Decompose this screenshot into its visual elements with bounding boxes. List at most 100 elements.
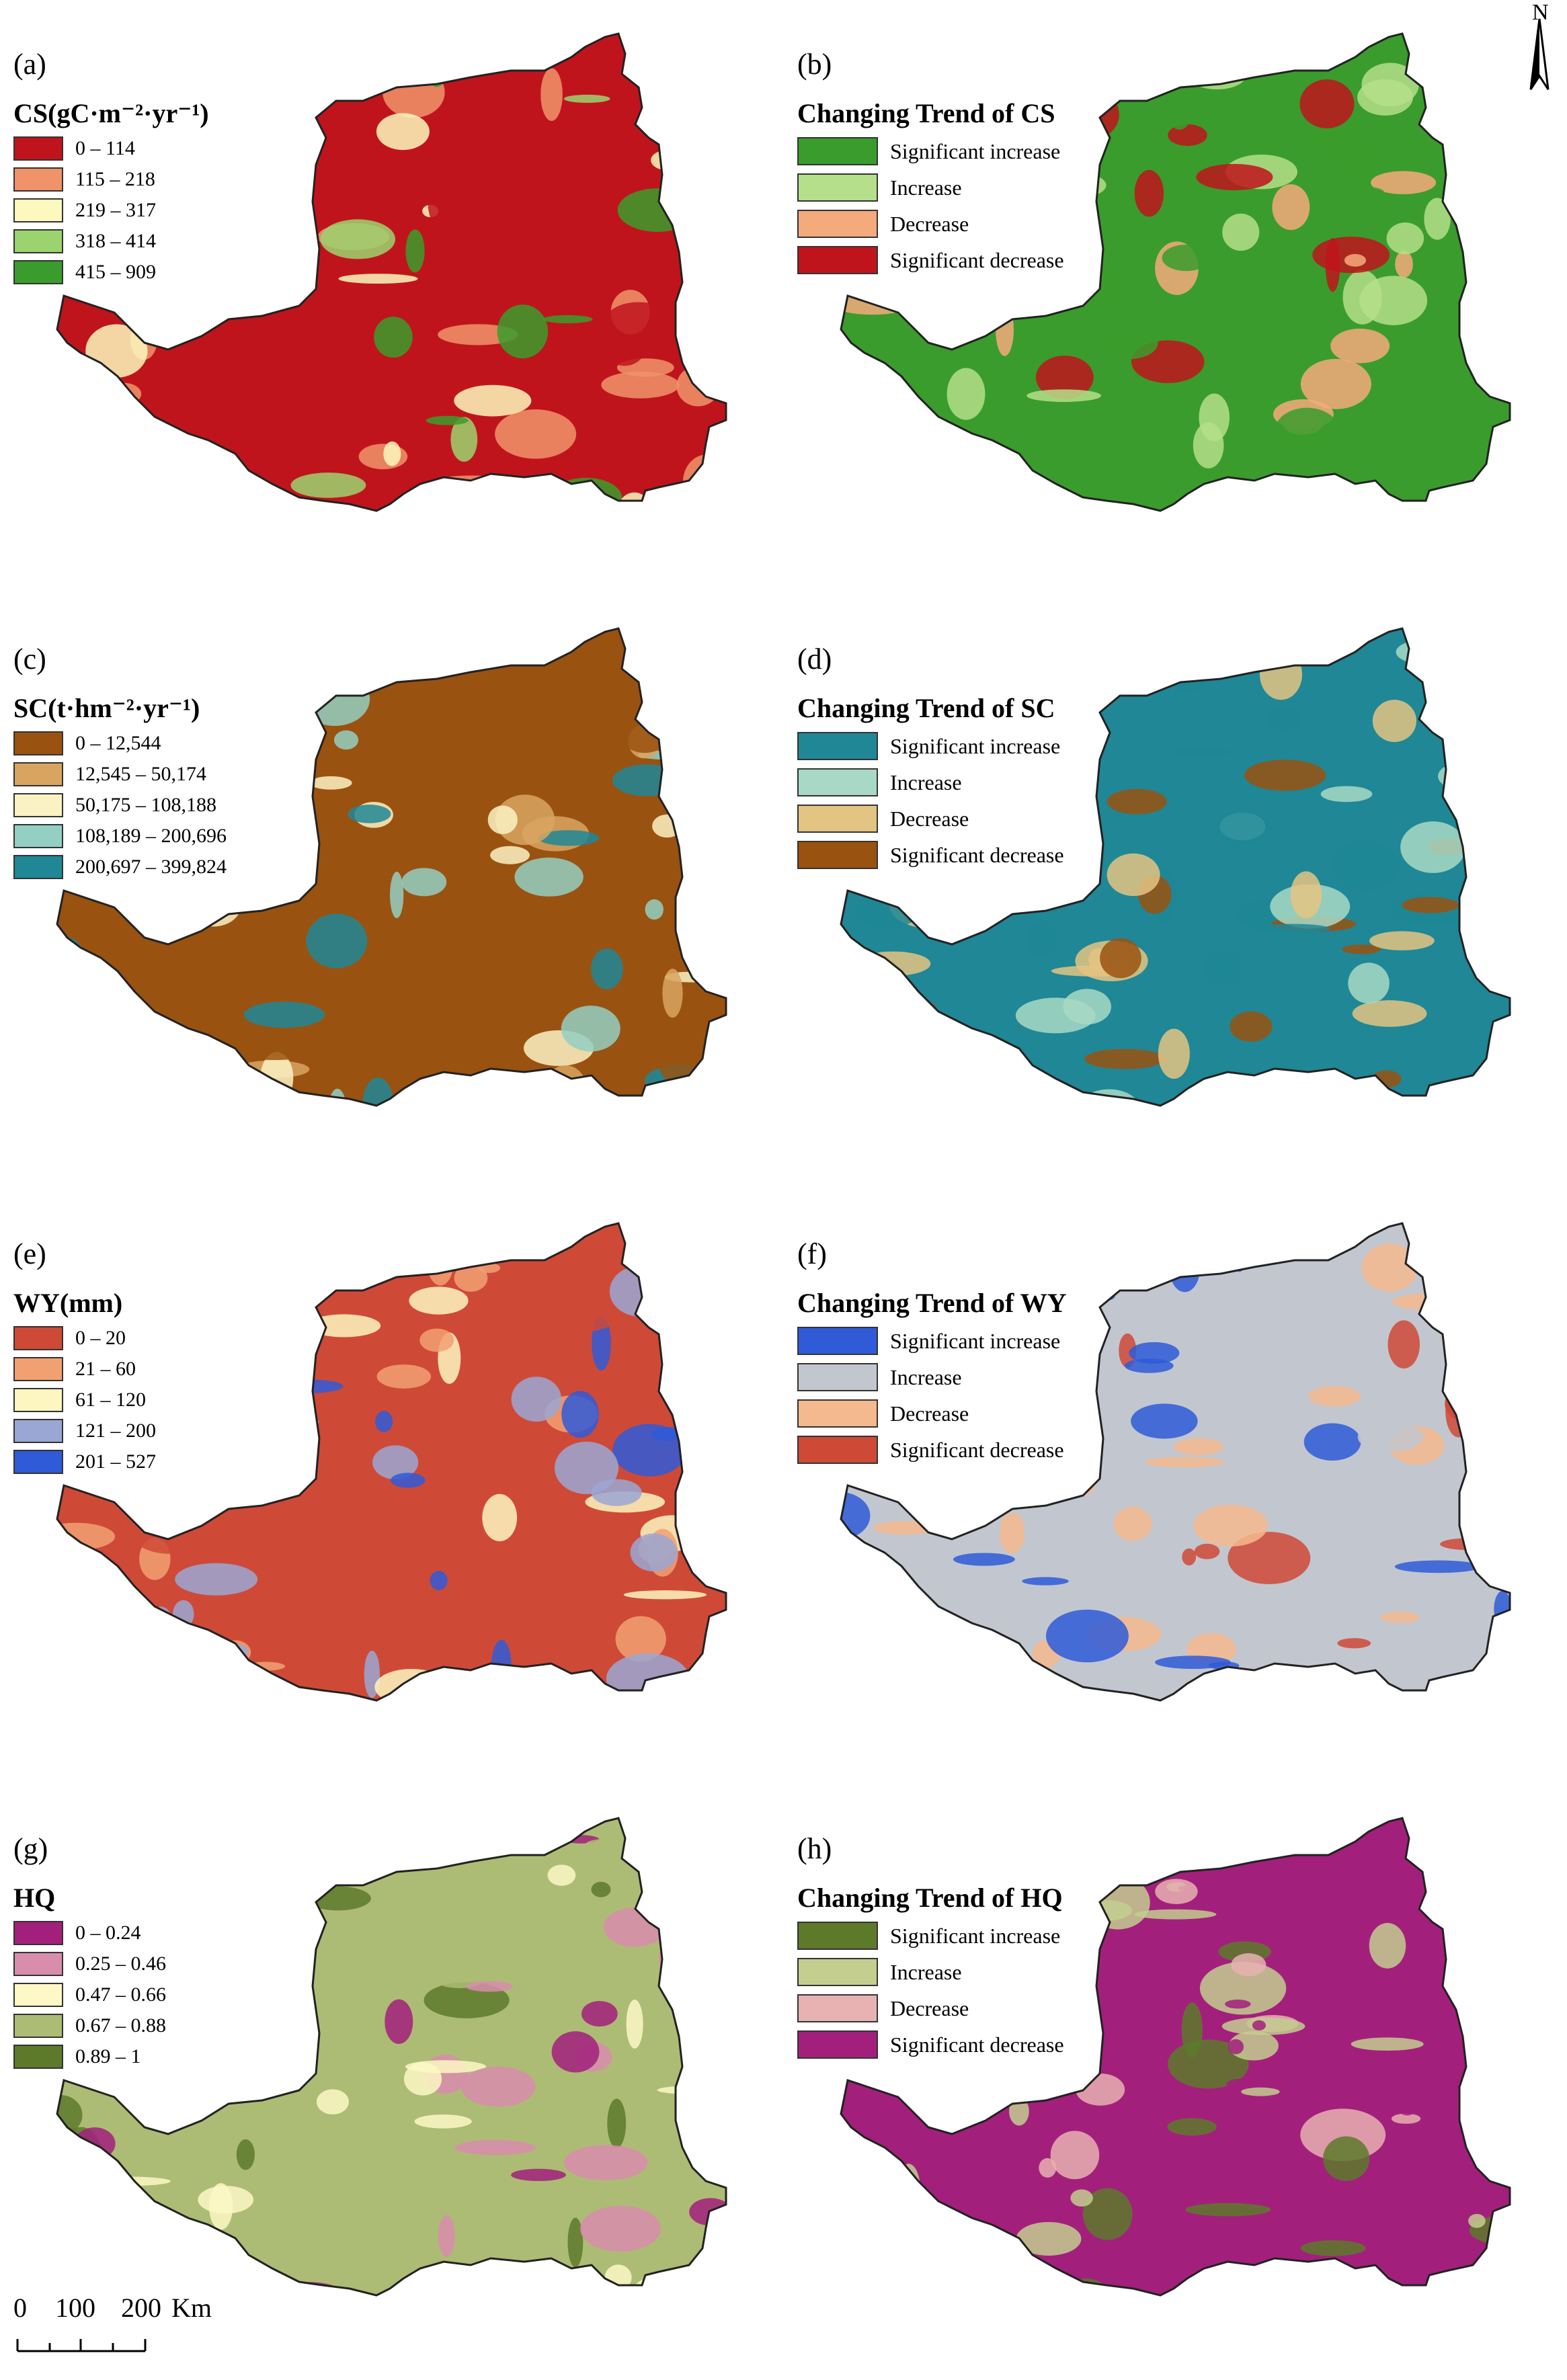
legend-title-b: Changing Trend of CS [797, 98, 1055, 128]
legend-label: 201 – 527 [75, 1450, 156, 1473]
map-g [56, 1817, 727, 2297]
legend-swatch [13, 198, 63, 222]
legend-swatch [797, 1958, 878, 1986]
legend-label: Decrease [890, 806, 969, 831]
legend-item: 0.25 – 0.46 [13, 1948, 166, 1979]
legend-label: 61 – 120 [75, 1389, 146, 1411]
legend-e: WY(mm) 0 – 20 21 – 60 61 – 120 121 – 200 201 … [13, 1287, 156, 1477]
legend-label: 318 – 414 [75, 230, 156, 252]
legend-item: 0 – 20 [13, 1323, 156, 1354]
legend-item: Increase [797, 1359, 1067, 1395]
legend-swatch [13, 1450, 63, 1474]
legend-label: 108,189 – 200,696 [75, 825, 227, 847]
legend-swatch [797, 732, 878, 760]
legend-label: Significant increase [890, 1328, 1061, 1353]
legend-label: 0.25 – 0.46 [75, 1953, 166, 1975]
legend-label: Significant decrease [890, 1437, 1064, 1462]
legend-swatch [797, 1436, 878, 1464]
legend-item: Significant decrease [797, 242, 1064, 278]
legend-swatch [13, 1921, 63, 1945]
north-arrow-icon [1529, 18, 1550, 90]
legend-b: Changing Trend of CS Significant increase… [797, 97, 1064, 278]
panel-d: (d) Changing Trend of SC Significant incre… [784, 595, 1567, 1190]
map-h [840, 1817, 1511, 2297]
legend-swatch [797, 1994, 878, 2022]
legend-item: Significant increase [797, 133, 1064, 169]
legend-item: 0 – 114 [13, 133, 209, 164]
legend-item: 115 – 218 [13, 164, 209, 195]
legend-item: Increase [797, 169, 1064, 206]
legend-item: 200,697 – 399,824 [13, 852, 227, 883]
legend-swatch [13, 1419, 63, 1443]
legend-swatch [797, 841, 878, 869]
scale-bar: 0 100 200 Km [13, 2292, 215, 2373]
legend-item: Increase [797, 764, 1064, 801]
panel-label-h: (h) [797, 1832, 832, 1865]
legend-h: Changing Trend of HQ Significant increase… [797, 1882, 1064, 2063]
legend-swatch [797, 1327, 878, 1355]
legend-label: 219 – 317 [75, 199, 156, 221]
panel-g: (g) HQ 0 – 0.24 0.25 – 0.46 0.47 – 0.66 0.67 … [0, 1784, 783, 2379]
legend-label: 0.47 – 0.66 [75, 1983, 166, 2006]
legend-label: Increase [890, 770, 962, 794]
legend-swatch [797, 1399, 878, 1428]
legend-label: Significant decrease [890, 247, 1064, 272]
legend-label: 21 – 60 [75, 1358, 136, 1380]
legend-label: Significant increase [890, 138, 1061, 163]
legend-swatch [797, 246, 878, 274]
legend-swatch [797, 173, 878, 202]
legend-swatch [13, 2045, 63, 2069]
legend-item: 0.89 – 1 [13, 2041, 166, 2072]
legend-swatch [13, 793, 63, 817]
legend-swatch [13, 1357, 63, 1381]
legend-label: 0.89 – 1 [75, 2045, 141, 2067]
map-d [840, 627, 1511, 1107]
legend-item: 318 – 414 [13, 226, 209, 257]
legend-item: Significant decrease [797, 837, 1064, 873]
legend-title-d: Changing Trend of SC [797, 693, 1055, 723]
legend-label: Increase [890, 1959, 962, 1984]
legend-label: Increase [890, 175, 962, 200]
scale-tick-100: 100 [55, 2293, 95, 2323]
legend-swatch [13, 762, 63, 786]
legend-label: 200,697 – 399,824 [75, 856, 227, 878]
map-c [56, 627, 727, 1107]
legend-swatch [797, 805, 878, 833]
legend-item: Significant decrease [797, 2026, 1064, 2063]
legend-label: Significant decrease [890, 842, 1064, 867]
scale-unit: Km [171, 2293, 212, 2323]
legend-g: HQ 0 – 0.24 0.25 – 0.46 0.47 – 0.66 0.67 – 0… [13, 1882, 166, 2072]
legend-swatch [13, 731, 63, 755]
legend-item: 50,175 – 108,188 [13, 790, 227, 821]
legend-label: 0 – 0.24 [75, 1922, 141, 1944]
scale-tick-0: 0 [13, 2293, 27, 2323]
legend-item: Decrease [797, 1395, 1067, 1432]
legend-item: 21 – 60 [13, 1354, 156, 1385]
legend-swatch [13, 229, 63, 253]
legend-swatch [13, 1983, 63, 2007]
legend-label: Significant decrease [890, 2032, 1064, 2057]
panel-label-b: (b) [797, 48, 832, 81]
legend-swatch [13, 167, 63, 192]
legend-item: Increase [797, 1954, 1064, 1990]
legend-item: Decrease [797, 206, 1064, 242]
legend-item: 415 – 909 [13, 257, 209, 288]
legend-label: Decrease [890, 1401, 969, 1426]
map-b [840, 32, 1511, 512]
legend-item: 108,189 – 200,696 [13, 821, 227, 852]
map-a [56, 32, 727, 512]
legend-item: Decrease [797, 1990, 1064, 2026]
legend-item: 0.67 – 0.88 [13, 2010, 166, 2041]
legend-swatch [797, 210, 878, 238]
legend-swatch [797, 137, 878, 165]
legend-item: 61 – 120 [13, 1385, 156, 1415]
legend-label: 115 – 218 [75, 168, 155, 190]
legend-item: 12,545 – 50,174 [13, 759, 227, 790]
legend-f: Changing Trend of WY Significant increase… [797, 1287, 1067, 1468]
legend-swatch [13, 1388, 63, 1412]
legend-label: 0 – 114 [75, 137, 135, 159]
legend-item: 219 – 317 [13, 195, 209, 226]
legend-swatch [797, 1922, 878, 1950]
legend-item: Significant decrease [797, 1432, 1067, 1468]
legend-label: 0 – 12,544 [75, 732, 161, 754]
